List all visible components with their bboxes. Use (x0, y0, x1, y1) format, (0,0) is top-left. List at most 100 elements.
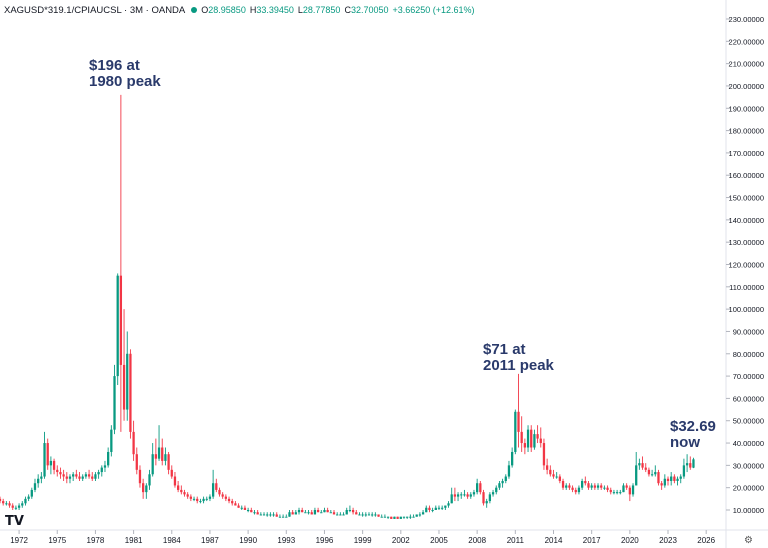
x-tick-label: 2017 (583, 536, 601, 545)
candle-body (367, 514, 371, 516)
y-axis[interactable]: 10.00000 20.00000 30.00000 40.00000 50.00000… (726, 15, 764, 515)
candle-body (240, 507, 243, 509)
candle-body (196, 498, 199, 502)
x-tick-label: 2005 (430, 536, 448, 545)
y-tick-label: 120.00000 (729, 261, 764, 270)
candle-body (584, 480, 587, 484)
candle-body (571, 487, 574, 490)
y-tick-label: 150.00000 (729, 194, 764, 203)
symbol-title[interactable]: XAGUSD*319.1/CPIAUCSL · 3M · OANDA (4, 4, 186, 16)
candle-body (654, 472, 657, 475)
candle-body (49, 460, 53, 466)
y-tick-label: 200.00000 (729, 82, 764, 91)
candle-body (600, 485, 603, 488)
candle-body (606, 487, 609, 490)
candle-body (670, 476, 673, 481)
ohlc-readout: O28.95850 H33.39450 L28.77850 C32.70050 +3.6… (201, 5, 478, 15)
x-tick-label: 1972 (10, 536, 28, 545)
candle-body (348, 510, 352, 511)
candle-body (278, 516, 282, 518)
candle-body (450, 494, 453, 504)
candle-body (84, 474, 88, 477)
candle-body (603, 487, 606, 489)
candle-body (590, 485, 593, 488)
candle-body (476, 483, 479, 493)
candle-body (126, 353, 129, 410)
candle-body (561, 480, 565, 488)
x-tick-label: 1975 (48, 536, 66, 545)
candle-body (269, 514, 272, 516)
candle-body (533, 434, 536, 448)
candles (0, 94, 695, 519)
candle-body (161, 447, 164, 461)
candle-body (399, 516, 402, 519)
candle-body (371, 514, 374, 516)
candle-body (676, 478, 679, 481)
candle-body (336, 514, 339, 516)
candle-body (631, 485, 635, 495)
y-tick-label: 30.00000 (733, 461, 764, 470)
candle-body (250, 510, 253, 513)
candle-body (517, 411, 520, 432)
x-axis[interactable]: 1972 1975 1978 1981 1984 1987 1990 1993 1996 1999… (10, 530, 716, 545)
candle-body (342, 514, 345, 516)
candle-body (21, 503, 24, 506)
gear-icon[interactable]: ⚙ (744, 535, 753, 546)
candle-body (8, 503, 11, 506)
x-tick-label: 2002 (392, 536, 410, 545)
candle-body (520, 431, 523, 444)
candle-body (170, 469, 173, 477)
candle-body (485, 501, 488, 504)
y-tick-label: 230.00000 (729, 15, 764, 24)
candle-body (17, 505, 21, 508)
candle-body (281, 516, 285, 518)
candle-body (692, 459, 695, 468)
candle-body (116, 275, 119, 377)
candle-body (374, 514, 377, 516)
candle-body (227, 498, 231, 502)
candle-body (657, 472, 660, 484)
y-tick-label: 220.00000 (729, 37, 764, 46)
x-tick-label: 1990 (239, 536, 257, 545)
y-tick-label: 180.00000 (729, 127, 764, 136)
candle-body (148, 474, 151, 486)
candle-body (234, 503, 237, 506)
candle-body (173, 476, 177, 486)
x-tick-label: 1993 (277, 536, 295, 545)
candle-body (275, 514, 278, 517)
candle-body (402, 516, 406, 518)
candle-body (27, 496, 30, 499)
candle-body (272, 514, 275, 516)
candle-body (59, 472, 62, 475)
ohlc-value: 32.70050 (350, 5, 389, 15)
candle-body (431, 510, 434, 511)
candle-body (62, 474, 65, 477)
candle-body (358, 514, 361, 516)
candle-body (0, 498, 2, 502)
candle-body (580, 480, 584, 488)
candle-body (75, 474, 78, 477)
candle-body (30, 489, 33, 497)
candle-body (673, 476, 676, 481)
candle-body (650, 474, 654, 476)
candle-body (609, 489, 612, 493)
candle-body (421, 512, 425, 515)
tradingview-logo[interactable]: TV (5, 514, 24, 529)
candle-body (612, 492, 616, 494)
candle-body (552, 474, 555, 477)
y-tick-label: 110.00000 (729, 283, 764, 292)
annotation-1980-peak: $196 at 1980 peak (89, 57, 161, 90)
candle-body (40, 476, 43, 479)
candle-body (313, 510, 317, 515)
candle-body (377, 514, 380, 517)
candle-body (472, 492, 476, 495)
candle-body (122, 364, 126, 410)
candle-body (628, 487, 631, 495)
candle-body (183, 492, 186, 495)
candle-body (129, 353, 132, 432)
candle-body (256, 512, 259, 515)
candle-body (507, 465, 511, 477)
candle-body (339, 514, 342, 516)
candle-body (288, 512, 291, 517)
